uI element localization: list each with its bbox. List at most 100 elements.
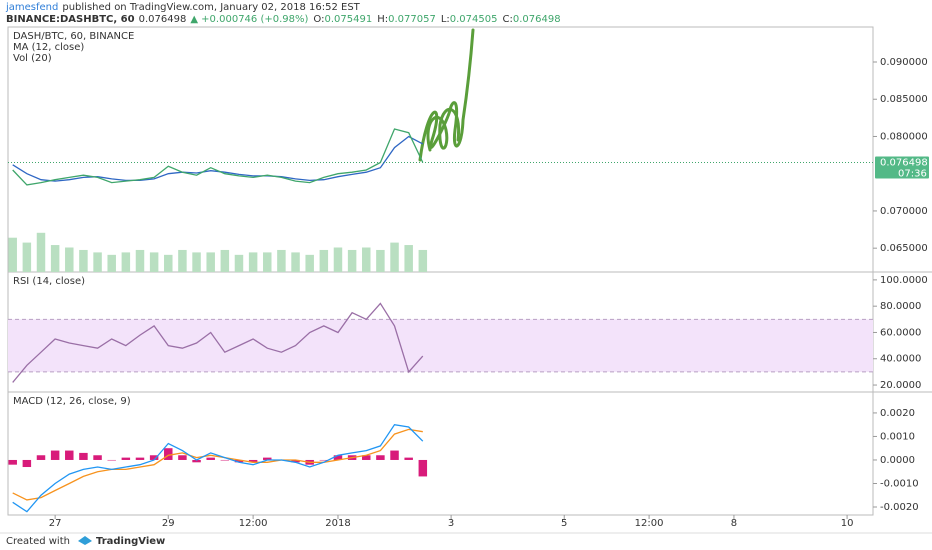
bar — [50, 245, 60, 272]
bar — [248, 252, 258, 272]
bar — [164, 448, 173, 460]
pane-title: MACD (12, 26, close, 9) — [13, 396, 131, 407]
bar — [192, 459, 201, 463]
series-line — [12, 302, 424, 383]
bar — [36, 455, 46, 460]
countdown: 07:36 — [898, 169, 927, 180]
bar — [206, 252, 215, 272]
symbol: BINANCE:DASHBTC, 60 — [6, 14, 135, 25]
bar — [404, 457, 413, 460]
x-tick-label: 5 — [561, 518, 567, 529]
bar — [50, 450, 60, 460]
ohlc-key: C: — [502, 14, 512, 25]
published: published on TradingView.com, January 02… — [62, 2, 360, 13]
bar — [263, 252, 272, 272]
y-tick-label: 0.090000 — [880, 57, 928, 68]
x-tick-label: 12:00 — [635, 518, 664, 529]
bar — [22, 242, 32, 272]
bar — [178, 455, 187, 460]
bar — [248, 459, 258, 463]
ohlc-value: 0.075491 — [324, 14, 372, 25]
bar — [305, 254, 314, 272]
bar — [121, 252, 131, 272]
bar — [192, 252, 201, 272]
y-tick-label: 0.0000 — [880, 455, 915, 466]
ohlc-value: 0.076498 — [513, 14, 561, 25]
pane-title: RSI (14, close) — [13, 276, 85, 287]
legend-entry: Vol (20) — [13, 53, 52, 64]
series-line — [12, 423, 424, 513]
bar — [418, 249, 428, 272]
bar — [319, 249, 329, 272]
y-tick-label: 0.0020 — [880, 408, 915, 419]
plot-frame — [7, 26, 874, 516]
x-tick-label: 10 — [841, 518, 854, 529]
bar — [319, 459, 329, 461]
y-tick-label: -0.0020 — [880, 502, 919, 513]
bar — [164, 254, 173, 272]
bar — [65, 247, 74, 272]
y-tick-label: 60.0000 — [880, 327, 921, 338]
y-tick-label: 0.080000 — [880, 131, 928, 142]
legend-entry: MA (12, close) — [13, 42, 84, 53]
bar — [390, 242, 399, 272]
bar — [362, 247, 371, 272]
ohlc-key: H: — [377, 14, 388, 25]
y-tick-label: 0.085000 — [880, 94, 928, 105]
bar — [93, 455, 102, 460]
y-tick-label: 40.0000 — [880, 354, 921, 365]
bar — [65, 450, 74, 460]
footer-text: Created with — [6, 536, 70, 547]
ohlc-value: 0.077057 — [388, 14, 436, 25]
y-tick-label: 0.0010 — [880, 431, 915, 442]
bar — [291, 459, 300, 463]
price: 0.076498 — [139, 14, 187, 25]
bar — [263, 457, 272, 460]
hand-drawing — [426, 107, 461, 152]
bar — [149, 252, 159, 272]
y-tick-label: -0.0010 — [880, 478, 919, 489]
footer-brand[interactable]: TradingView — [96, 536, 165, 547]
bar — [8, 459, 17, 465]
pane-title: DASH/BTC, 60, BINANCE — [13, 31, 134, 42]
x-tick-label: 12:00 — [239, 518, 268, 529]
x-tick-label: 3 — [448, 518, 454, 529]
bar — [291, 252, 300, 272]
bar — [178, 249, 187, 272]
author[interactable]: jamesfend — [5, 2, 58, 13]
bar — [418, 459, 428, 477]
series-line — [12, 128, 424, 186]
bar — [79, 452, 88, 460]
bar — [376, 249, 385, 272]
x-tick-label: 29 — [162, 518, 175, 529]
header-line-2: BINANCE:DASHBTC, 60 0.076498 ▲ +0.000746 (… — [6, 14, 561, 25]
ohlc-key: L: — [441, 14, 450, 25]
bar — [107, 254, 116, 272]
x-tick-label: 27 — [49, 518, 62, 529]
y-tick-label: 80.0000 — [880, 301, 921, 312]
bar — [234, 254, 244, 272]
bar — [135, 249, 145, 272]
bar — [8, 237, 17, 272]
bar — [22, 459, 32, 468]
bar — [362, 455, 371, 460]
y-tick-label: 0.065000 — [880, 243, 928, 254]
header-line-1: jamesfend published on TradingView.com, J… — [5, 2, 361, 13]
ohlc-value: 0.074505 — [450, 14, 498, 25]
x-tick-label: 8 — [731, 518, 737, 529]
bar — [234, 459, 244, 463]
last-price-box — [875, 156, 929, 179]
bar — [376, 455, 385, 460]
bar — [220, 459, 230, 461]
bar — [333, 247, 343, 272]
bar — [149, 455, 159, 460]
bar — [220, 249, 230, 272]
bar — [206, 457, 215, 460]
bar — [347, 249, 357, 272]
ohlc-key: O: — [313, 14, 324, 25]
y-tick-label: 0.070000 — [880, 206, 928, 217]
hand-drawing — [418, 28, 475, 162]
bar — [277, 249, 286, 272]
bar — [107, 459, 116, 461]
